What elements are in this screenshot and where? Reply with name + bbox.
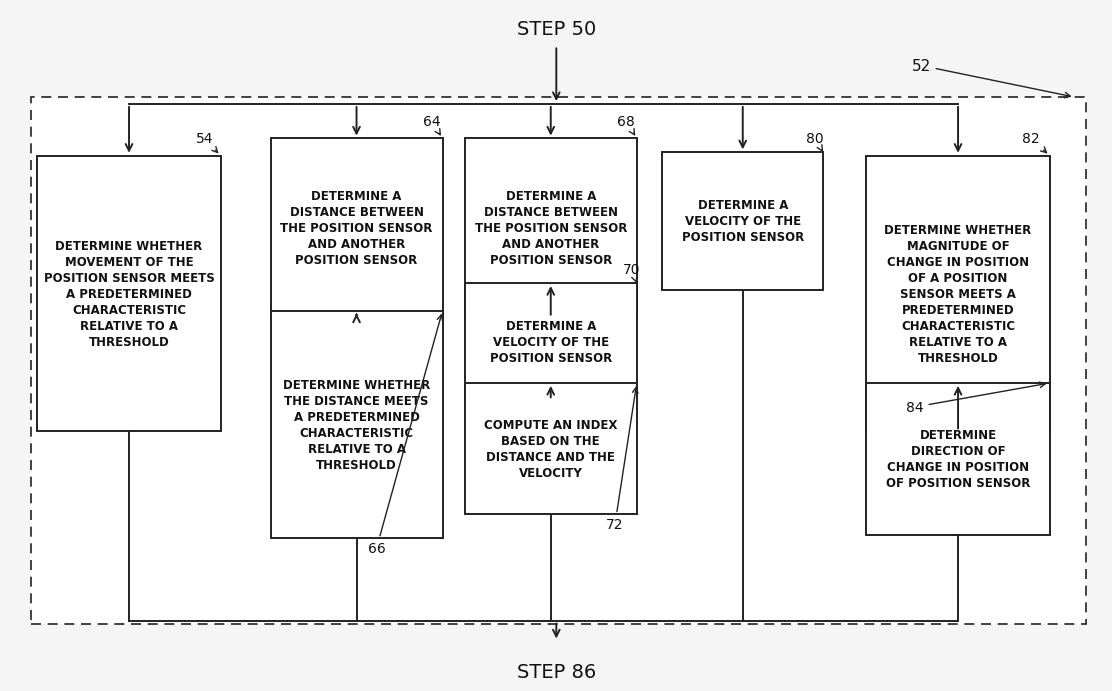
Bar xyxy=(270,311,443,538)
Bar xyxy=(866,156,1049,431)
Bar xyxy=(270,139,443,318)
Text: 80: 80 xyxy=(805,132,823,151)
Bar xyxy=(465,139,636,318)
Text: DETERMINE WHETHER
THE DISTANCE MEETS
A PREDETERMINED
CHARACTERISTIC
RELATIVE TO : DETERMINE WHETHER THE DISTANCE MEETS A P… xyxy=(282,378,430,471)
Bar xyxy=(465,384,636,514)
Text: COMPUTE AN INDEX
BASED ON THE
DISTANCE AND THE
VELOCITY: COMPUTE AN INDEX BASED ON THE DISTANCE A… xyxy=(484,418,617,479)
Text: DETERMINE
DIRECTION OF
CHANGE IN POSITION
OF POSITION SENSOR: DETERMINE DIRECTION OF CHANGE IN POSITIO… xyxy=(885,428,1030,489)
Text: DETERMINE A
VELOCITY OF THE
POSITION SENSOR: DETERMINE A VELOCITY OF THE POSITION SEN… xyxy=(489,319,612,365)
Text: 70: 70 xyxy=(623,263,641,283)
Text: 68: 68 xyxy=(617,115,635,135)
Text: 82: 82 xyxy=(1022,132,1046,153)
Text: 52: 52 xyxy=(911,59,1070,98)
Text: 64: 64 xyxy=(423,115,440,135)
Text: DETERMINE WHETHER
MOVEMENT OF THE
POSITION SENSOR MEETS
A PREDETERMINED
CHARACTE: DETERMINE WHETHER MOVEMENT OF THE POSITI… xyxy=(43,240,215,348)
Text: 84: 84 xyxy=(905,382,1045,415)
Text: DETERMINE A
DISTANCE BETWEEN
THE POSITION SENSOR
AND ANOTHER
POSITION SENSOR: DETERMINE A DISTANCE BETWEEN THE POSITIO… xyxy=(280,190,433,267)
Text: 66: 66 xyxy=(367,315,443,556)
Text: STEP 86: STEP 86 xyxy=(516,662,596,681)
Text: 54: 54 xyxy=(196,132,218,153)
Bar xyxy=(866,384,1049,535)
Bar xyxy=(38,156,220,431)
Bar xyxy=(465,283,636,401)
Bar xyxy=(31,97,1085,624)
Text: DETERMINE A
DISTANCE BETWEEN
THE POSITION SENSOR
AND ANOTHER
POSITION SENSOR: DETERMINE A DISTANCE BETWEEN THE POSITIO… xyxy=(475,190,626,267)
Text: DETERMINE A
VELOCITY OF THE
POSITION SENSOR: DETERMINE A VELOCITY OF THE POSITION SEN… xyxy=(682,199,804,244)
Text: DETERMINE WHETHER
MAGNITUDE OF
CHANGE IN POSITION
OF A POSITION
SENSOR MEETS A
P: DETERMINE WHETHER MAGNITUDE OF CHANGE IN… xyxy=(884,223,1031,364)
Text: 72: 72 xyxy=(606,388,637,531)
Text: STEP 50: STEP 50 xyxy=(516,20,596,39)
Bar xyxy=(662,153,823,290)
